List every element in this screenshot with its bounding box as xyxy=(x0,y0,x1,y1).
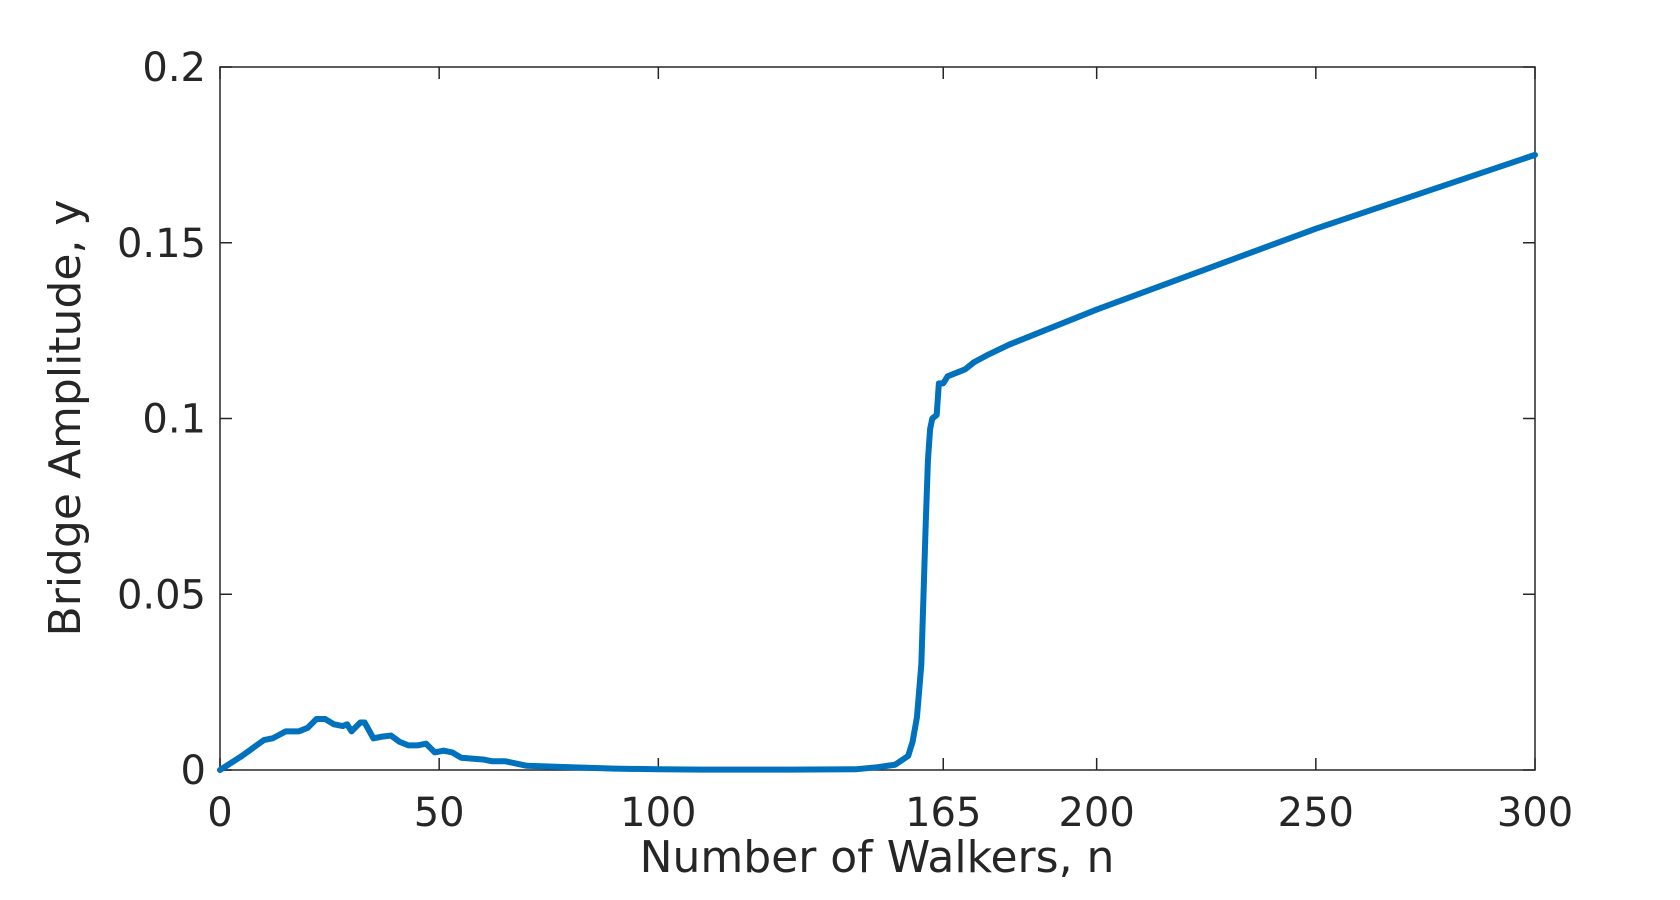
x-tick-label: 250 xyxy=(1278,790,1354,836)
x-tick-label: 100 xyxy=(620,790,696,836)
x-tick-label: 165 xyxy=(905,790,981,836)
y-tick-label: 0.05 xyxy=(117,572,206,618)
y-tick-label: 0.2 xyxy=(142,45,206,91)
x-axis-label: Number of Walkers, n xyxy=(640,832,1115,883)
plot-area xyxy=(219,66,1536,771)
x-tick-label: 0 xyxy=(207,790,232,836)
x-tick-label: 50 xyxy=(414,790,465,836)
y-tick-label: 0.1 xyxy=(142,397,206,443)
x-tick-label: 200 xyxy=(1058,790,1134,836)
y-tick-label: 0.15 xyxy=(117,221,206,267)
data-line xyxy=(217,151,1538,773)
y-tick-label: 0 xyxy=(181,748,206,794)
x-tick-label: 300 xyxy=(1497,790,1573,836)
y-axis-label: Bridge Amplitude, y xyxy=(40,200,91,637)
